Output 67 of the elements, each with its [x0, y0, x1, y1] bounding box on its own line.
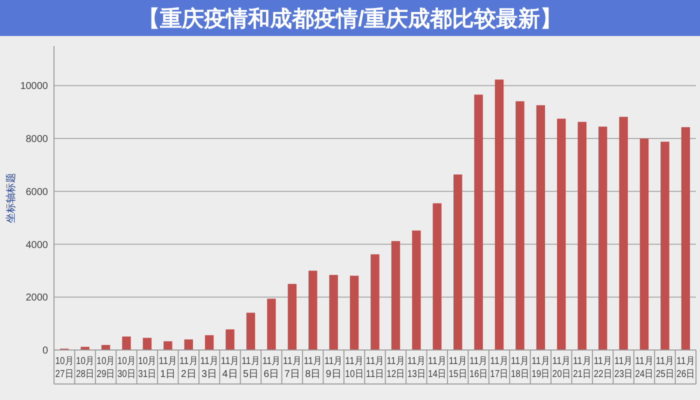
x-tick-label: 11月26日	[676, 356, 698, 380]
bar	[184, 339, 193, 350]
bar	[122, 336, 131, 350]
x-tick-label: 11月11日	[366, 356, 386, 380]
bar	[226, 329, 234, 350]
x-tick-label: 11月24日	[635, 356, 656, 380]
x-tick-label: 11月4日	[220, 356, 242, 380]
x-tick-label: 11月7日	[283, 356, 304, 380]
bar	[474, 94, 483, 350]
bar	[246, 312, 256, 350]
x-tick-label: 11月2日	[180, 356, 200, 380]
x-tick-label: 11月5日	[242, 356, 262, 380]
bar	[329, 274, 338, 350]
x-tick-label: 11月9日	[324, 356, 345, 380]
x-tick-label: 11月10日	[345, 356, 366, 380]
y-tick-label: 4000	[26, 240, 48, 251]
bar	[288, 284, 297, 350]
x-tick-label: 11月18日	[510, 356, 532, 380]
bar	[578, 122, 586, 350]
bar	[204, 335, 214, 350]
x-tick-label: 11月1日	[158, 356, 180, 380]
x-tick-label: 11月23日	[614, 356, 636, 380]
bar	[432, 203, 442, 350]
x-tick-label: 11月16日	[469, 356, 491, 380]
bar	[267, 298, 276, 350]
chart-title: 【重庆疫情和成都疫情/重庆成都比较最新】	[138, 6, 562, 31]
x-tick-label: 11月25日	[656, 356, 677, 380]
bar	[598, 126, 608, 350]
bar	[142, 338, 152, 350]
bar	[453, 174, 462, 350]
y-tick-label: 10000	[20, 81, 48, 92]
bar	[536, 105, 546, 350]
bar	[660, 142, 670, 350]
x-tick-label: 11月17日	[490, 356, 512, 380]
x-tick-label: 11月6日	[262, 356, 283, 380]
x-tick-label: 10月29日	[96, 356, 118, 380]
x-tick-label: 11月13日	[407, 356, 428, 380]
y-tick-label: 6000	[26, 186, 48, 198]
bar	[681, 127, 690, 350]
x-tick-label: 11月19日	[532, 356, 553, 380]
bar	[391, 241, 400, 350]
x-tick-label: 10月30日	[117, 356, 139, 380]
bar	[619, 116, 628, 350]
y-axis-title: 坐标轴标题	[5, 173, 17, 223]
bar	[164, 341, 172, 350]
x-tick-label: 10月31日	[138, 356, 160, 380]
bar	[308, 270, 318, 350]
bar	[412, 230, 421, 350]
y-tick-label: 2000	[26, 292, 48, 304]
x-tick-label: 11月22日	[594, 356, 615, 380]
x-tick-label: 11月21日	[572, 356, 594, 380]
y-tick-label: 8000	[26, 134, 48, 146]
bar	[557, 118, 566, 350]
x-tick-label: 11月14日	[428, 356, 450, 380]
x-tick-label: 10月27日	[55, 356, 76, 380]
bar	[516, 101, 524, 350]
x-tick-label: 11月20日	[552, 356, 574, 380]
x-tick-label: 11月3日	[200, 356, 221, 380]
x-tick-label: 11月12日	[386, 356, 408, 380]
bar	[494, 80, 504, 350]
x-tick-label: 11月8日	[304, 356, 324, 380]
y-tick-label: 0	[42, 346, 48, 356]
bar	[350, 276, 359, 350]
x-tick-label: 11月15日	[448, 356, 470, 380]
bar	[370, 254, 380, 350]
x-tick-label: 10月28日	[76, 356, 98, 380]
bar	[640, 138, 649, 350]
